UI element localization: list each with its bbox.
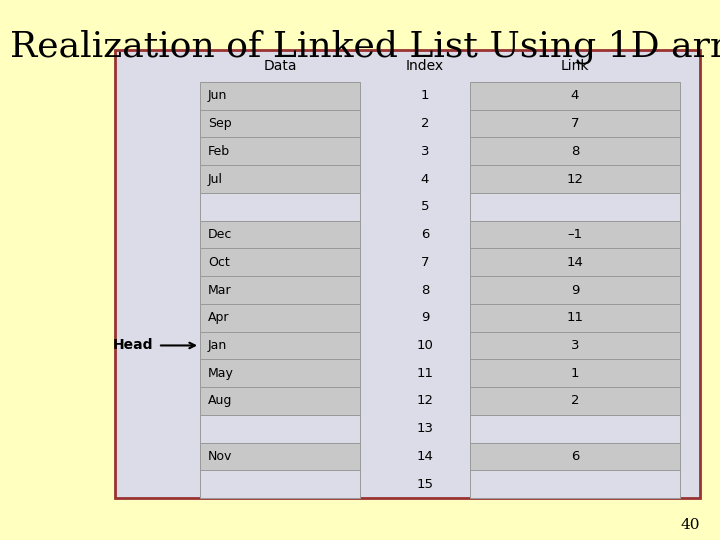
Bar xyxy=(200,276,360,304)
Text: Aug: Aug xyxy=(208,394,233,408)
Text: 40: 40 xyxy=(680,518,700,532)
Text: 11: 11 xyxy=(416,367,433,380)
Text: Jul: Jul xyxy=(208,173,223,186)
Text: 1: 1 xyxy=(420,89,429,103)
Text: –1: –1 xyxy=(567,228,582,241)
Bar xyxy=(470,415,680,443)
Text: Dec: Dec xyxy=(208,228,233,241)
Text: 2: 2 xyxy=(420,117,429,130)
Text: 12: 12 xyxy=(416,394,433,408)
Text: 6: 6 xyxy=(420,228,429,241)
Text: 14: 14 xyxy=(417,450,433,463)
Bar xyxy=(470,193,680,221)
Bar xyxy=(470,138,680,165)
Text: 9: 9 xyxy=(571,284,579,296)
Bar xyxy=(470,304,680,332)
Text: Link: Link xyxy=(561,59,589,73)
Text: Index: Index xyxy=(406,59,444,73)
Bar xyxy=(200,387,360,415)
Bar xyxy=(200,304,360,332)
Text: 2: 2 xyxy=(571,394,580,408)
Bar xyxy=(470,332,680,359)
Text: 7: 7 xyxy=(420,256,429,269)
Text: Jan: Jan xyxy=(208,339,228,352)
Text: 7: 7 xyxy=(571,117,580,130)
Text: Apr: Apr xyxy=(208,311,230,324)
Text: 10: 10 xyxy=(417,339,433,352)
Text: 12: 12 xyxy=(567,173,583,186)
Bar xyxy=(200,415,360,443)
Text: Nov: Nov xyxy=(208,450,233,463)
Text: Head: Head xyxy=(112,339,153,353)
Text: 5: 5 xyxy=(420,200,429,213)
Text: Mar: Mar xyxy=(208,284,232,296)
Text: 1: 1 xyxy=(571,367,580,380)
Text: Feb: Feb xyxy=(208,145,230,158)
Bar xyxy=(470,276,680,304)
Bar xyxy=(200,82,360,110)
Bar xyxy=(200,138,360,165)
Text: 3: 3 xyxy=(571,339,580,352)
Text: 8: 8 xyxy=(571,145,579,158)
Text: Jun: Jun xyxy=(208,89,228,103)
Text: 13: 13 xyxy=(416,422,433,435)
Bar xyxy=(470,470,680,498)
Bar xyxy=(470,387,680,415)
Text: 11: 11 xyxy=(567,311,583,324)
Bar xyxy=(200,470,360,498)
Text: 6: 6 xyxy=(571,450,579,463)
Bar xyxy=(470,82,680,110)
Bar xyxy=(470,443,680,470)
Bar xyxy=(470,248,680,276)
Text: Realization of Linked List Using 1D arrays: Realization of Linked List Using 1D arra… xyxy=(10,30,720,64)
Text: May: May xyxy=(208,367,234,380)
Text: 4: 4 xyxy=(420,173,429,186)
Bar xyxy=(470,359,680,387)
Text: 8: 8 xyxy=(420,284,429,296)
Bar xyxy=(200,248,360,276)
Text: 14: 14 xyxy=(567,256,583,269)
Text: Sep: Sep xyxy=(208,117,232,130)
Bar xyxy=(200,165,360,193)
Bar xyxy=(470,221,680,248)
Bar xyxy=(200,110,360,138)
Text: 9: 9 xyxy=(420,311,429,324)
Bar xyxy=(200,443,360,470)
Text: Data: Data xyxy=(264,59,297,73)
Text: Oct: Oct xyxy=(208,256,230,269)
Text: 15: 15 xyxy=(416,478,433,491)
Bar xyxy=(200,359,360,387)
Text: 4: 4 xyxy=(571,89,579,103)
Bar xyxy=(200,221,360,248)
Bar xyxy=(200,193,360,221)
Bar xyxy=(115,50,700,498)
Bar xyxy=(200,332,360,359)
Bar xyxy=(470,110,680,138)
Bar xyxy=(470,165,680,193)
Text: 3: 3 xyxy=(420,145,429,158)
